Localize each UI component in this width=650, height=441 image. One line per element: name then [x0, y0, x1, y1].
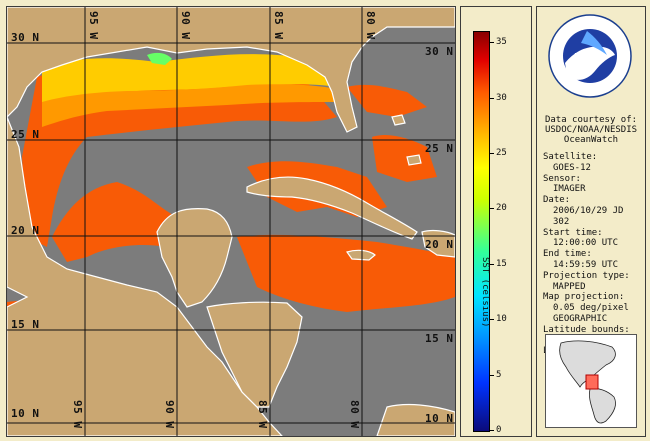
- metadata-label: Satellite:: [543, 152, 598, 162]
- metadata-value: 14:59:59 UTC: [553, 259, 619, 270]
- lon-label-top-85w: 85 W: [272, 11, 285, 40]
- colorbar-tick-label: 10: [496, 314, 507, 325]
- lat-label-left-25n: 25 N: [11, 128, 40, 141]
- graticule: [7, 7, 455, 436]
- lat-label-right-10n: 10 N: [425, 412, 454, 425]
- sst-green-patch: [147, 52, 172, 65]
- lat-label-left-15n: 15 N: [11, 318, 40, 331]
- metadata-label: Projection type:: [543, 270, 630, 281]
- metadata-label: Sensor:: [543, 173, 581, 184]
- lon-label-bottom-85w: 85 W: [256, 400, 269, 429]
- colorbar-tick-label: 20: [496, 203, 507, 214]
- map-canvas: [7, 7, 455, 436]
- metadata-value: MAPPED: [553, 281, 586, 292]
- lon-label-top-90w: 90 W: [179, 11, 192, 40]
- lat-label-right-20n: 20 N: [425, 238, 454, 251]
- sst-orange-coastal: [42, 84, 337, 127]
- colorbar-tick-label: 15: [496, 258, 507, 269]
- locator-map: [545, 334, 637, 428]
- metadata-value: 12:00:00 UTC: [553, 238, 619, 249]
- metadata-label: Date:: [543, 195, 571, 206]
- noaa-logo: NOAA: [548, 14, 632, 98]
- metadata-value: IMAGER: [553, 184, 586, 195]
- metadata-label: Map projection:: [543, 292, 625, 303]
- lon-label-bottom-80w: 80 W: [348, 400, 361, 429]
- colorbar-tick-mark: [489, 97, 494, 99]
- metadata-label: Latitude bounds:: [543, 324, 630, 335]
- noaa-logo-text: NOAA: [574, 52, 606, 63]
- metadata-value: GEOGRAPHIC: [553, 313, 608, 324]
- lon-label-bottom-90w: 90 W: [163, 400, 176, 429]
- courtesy-line-2: USDOC/NOAA/NESDIS: [544, 125, 638, 135]
- metadata-label: End time:: [543, 249, 592, 260]
- colorbar-tick-mark: [489, 152, 494, 154]
- sst-yellow-coastal: [42, 54, 342, 107]
- lat-label-right-25n: 25 N: [425, 142, 454, 155]
- colorbar-tick-label: 25: [496, 147, 507, 158]
- lat-label-right-15n: 15 N: [425, 332, 454, 345]
- lat-label-left-10n: 10 N: [11, 407, 40, 420]
- colorbar-tick-mark: [489, 319, 494, 321]
- metadata-value: 0.05 deg/pixel: [553, 303, 629, 314]
- colorbar-tick-label: 35: [496, 37, 507, 48]
- land-masses: [7, 7, 455, 436]
- metadata-value: 2006/10/29 JD 302: [553, 205, 624, 227]
- lat-label-right-30n: 30 N: [425, 45, 454, 58]
- courtesy-line-3: OceanWatch: [563, 135, 619, 145]
- colorbar-tick-label: 0: [496, 425, 502, 435]
- lon-label-bottom-95w: 95 W: [71, 400, 84, 429]
- sst-colorbar: [473, 31, 490, 432]
- lat-label-left-30n: 30 N: [11, 31, 40, 44]
- colorbar-tick-mark: [489, 42, 494, 44]
- colorbar-tick-mark: [489, 374, 494, 376]
- colorbar-tick-mark: [489, 430, 494, 431]
- courtesy-line-1: Data courtesy of:: [544, 115, 638, 125]
- metadata-label: Start time:: [543, 227, 603, 238]
- colorbar-title: SST (celsius): [480, 257, 490, 328]
- sst-map[interactable]: 30 N 25 N 20 N 15 N 10 N 30 N 25 N 20 N …: [6, 6, 456, 437]
- sst-legend: 35 30 25 20 15 10 5 0 SST (celsius): [460, 6, 532, 437]
- locator-region-box: [585, 374, 599, 390]
- colorbar-tick-mark: [489, 208, 494, 210]
- metadata-panel: NOAA Data courtesy of: USDOC/NOAA/NESDIS…: [536, 6, 646, 437]
- lon-label-top-95w: 95 W: [87, 11, 100, 40]
- lon-label-top-80w: 80 W: [364, 11, 377, 40]
- colorbar-tick-label: 5: [496, 369, 502, 380]
- colorbar-tick-label: 30: [496, 92, 507, 103]
- lat-label-left-20n: 20 N: [11, 224, 40, 237]
- metadata-value: GOES-12: [553, 162, 591, 173]
- colorbar-tick-mark: [489, 263, 494, 265]
- data-courtesy: Data courtesy of: USDOC/NOAA/NESDIS Ocea…: [537, 115, 645, 145]
